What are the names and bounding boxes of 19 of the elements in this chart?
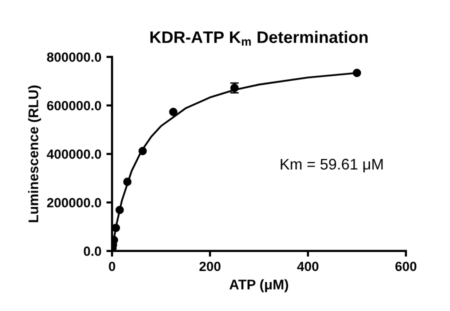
y-axis-title: Luminescence (RLU) (28, 86, 42, 222)
y-tick-label: 400000.0 (46, 150, 102, 159)
point (116, 206, 124, 214)
x-tick-label: 400 (297, 262, 318, 272)
y-tick-label: 800000.0 (47, 52, 102, 62)
point (123, 178, 132, 186)
annotation: Km = 59.61 μM (280, 158, 383, 172)
x-tick-label: 600 (395, 262, 416, 272)
y-tick-label: 600000.0 (47, 100, 102, 110)
x-tick-label: 200 (199, 262, 220, 272)
point (169, 108, 178, 116)
chart-title: KDR-ATP K$_{m}$ Determination (150, 30, 368, 46)
point (352, 68, 362, 78)
x-tick-label: 0 (108, 262, 116, 272)
point (112, 224, 120, 232)
point (138, 146, 147, 156)
y-tick-label: 200000.0 (47, 198, 102, 208)
y-tick-label: 0.0 (84, 246, 102, 256)
x-axis-title: ATP (μM) (229, 279, 288, 292)
